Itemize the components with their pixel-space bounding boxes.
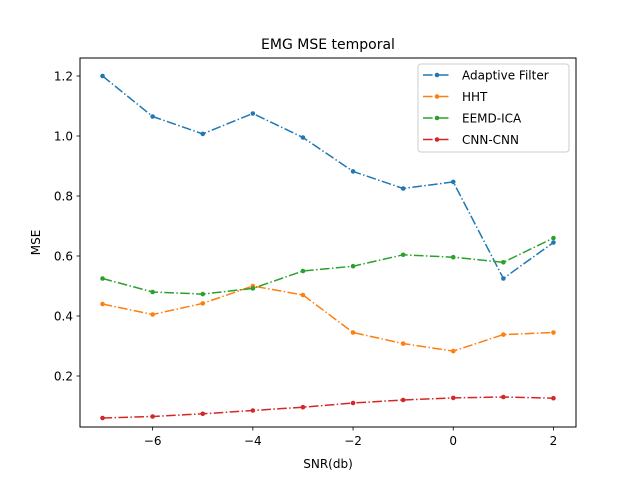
data-point-hht (551, 330, 556, 335)
data-point-adaptive-filter (200, 131, 206, 137)
data-point-adaptive-filter (551, 240, 556, 245)
data-point-adaptive-filter (100, 73, 105, 79)
data-point-cnn-cnn (400, 397, 406, 403)
series-adaptive-filter (100, 73, 556, 281)
data-point-eemd-ica (250, 286, 256, 291)
legend-marker (434, 115, 440, 121)
axes-frame (79, 57, 577, 428)
data-point-adaptive-filter (350, 169, 356, 174)
data-point-hht (400, 341, 406, 346)
data-point-cnn-cnn (250, 408, 256, 413)
x-axis-label: SNR(db) (303, 457, 353, 471)
x-tick-label: 2 (550, 434, 558, 448)
data-point-hht (200, 301, 206, 306)
data-point-hht (450, 348, 456, 354)
data-point-cnn-cnn (350, 400, 356, 406)
y-axis-label: MSE (29, 230, 43, 256)
legend-box (417, 63, 570, 153)
data-point-hht (100, 301, 105, 307)
series-eemd-ica (100, 235, 556, 297)
axis-ticks: −6 −4 −2 0 2 0.2 0.4 0.6 0.8 1.0 1.2 (54, 70, 557, 449)
series-line-eemd-ica (102, 237, 554, 295)
data-point-adaptive-filter (150, 114, 155, 119)
data-point-eemd-ica (551, 235, 556, 241)
data-point-eemd-ica (501, 260, 506, 265)
y-tick-label: 0.6 (54, 250, 73, 264)
series-line-hht (102, 285, 554, 352)
data-point-eemd-ica (150, 289, 155, 295)
data-point-eemd-ica (450, 254, 456, 260)
data-point-hht (501, 332, 506, 337)
data-point-cnn-cnn (150, 414, 155, 419)
data-point-adaptive-filter (250, 111, 256, 116)
legend-label: CNN-CNN (462, 133, 519, 147)
data-point-eemd-ica (400, 252, 406, 258)
data-point-hht (350, 330, 356, 335)
series-line-adaptive-filter (102, 75, 554, 280)
data-point-eemd-ica (300, 268, 306, 274)
x-tick-label: −6 (144, 434, 162, 448)
legend-marker (434, 137, 440, 142)
data-point-eemd-ica (100, 276, 105, 281)
chart-title: EMG MSE temporal (261, 37, 395, 53)
data-point-cnn-cnn (551, 395, 556, 401)
data-point-adaptive-filter (300, 135, 306, 140)
x-tick-label: −4 (244, 434, 262, 448)
series-line-cnn-cnn (102, 396, 554, 419)
data-point-cnn-cnn (501, 394, 506, 400)
data-point-adaptive-filter (450, 179, 456, 185)
data-point-eemd-ica (350, 263, 356, 269)
data-point-adaptive-filter (501, 276, 506, 281)
series-hht (100, 283, 556, 354)
legend-marker (434, 72, 440, 78)
legend-label: HHT (462, 90, 488, 104)
data-point-cnn-cnn (300, 404, 306, 410)
y-tick-label: 1.0 (54, 130, 73, 144)
y-tick-label: 0.2 (54, 370, 73, 384)
y-tick-label: 0.8 (54, 190, 73, 204)
data-point-hht (300, 292, 306, 298)
plot-area (100, 73, 556, 421)
legend-marker (434, 94, 440, 99)
series-cnn-cnn (100, 394, 556, 421)
y-tick-label: 1.2 (54, 70, 73, 84)
data-point-hht (150, 312, 155, 317)
legend-label: Adaptive Filter (462, 69, 549, 83)
data-point-eemd-ica (200, 291, 206, 297)
x-tick-label: 0 (449, 434, 457, 448)
data-point-cnn-cnn (450, 395, 456, 401)
legend: Adaptive Filter HHT EEMD-ICA CNN-CNN (417, 63, 570, 153)
y-tick-label: 0.4 (54, 310, 73, 324)
x-tick-label: −2 (344, 434, 362, 448)
data-point-adaptive-filter (400, 186, 406, 191)
data-point-cnn-cnn (100, 415, 105, 421)
legend-label: EEMD-ICA (462, 112, 522, 126)
data-point-cnn-cnn (200, 411, 206, 417)
